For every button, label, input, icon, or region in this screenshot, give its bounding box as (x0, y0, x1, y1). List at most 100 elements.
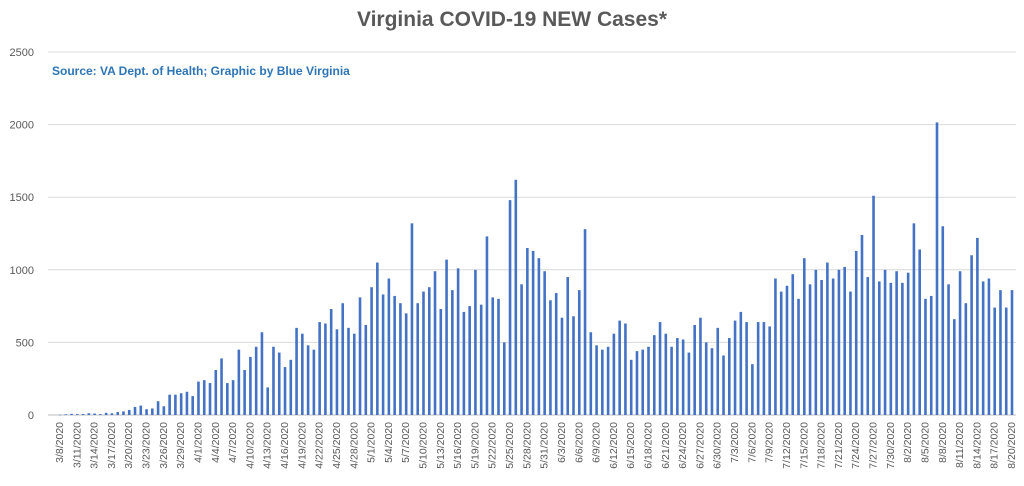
bar (451, 290, 454, 415)
bar (1004, 307, 1008, 415)
x-tick-label: 8/5/2020 (919, 422, 931, 463)
bar (710, 348, 714, 415)
chart-subtitle: Source: VA Dept. of Health; Graphic by B… (52, 64, 350, 78)
x-tick-label: 4/25/2020 (331, 422, 343, 469)
bar (964, 303, 968, 415)
bar (601, 349, 604, 415)
bar (433, 271, 437, 415)
bar (197, 381, 200, 415)
bar (647, 346, 650, 415)
bar (283, 367, 287, 415)
bar (733, 320, 737, 415)
bar (837, 269, 841, 415)
bar (376, 262, 379, 415)
bar (70, 413, 73, 415)
bar (681, 339, 685, 415)
x-tick-label: 7/3/2020 (729, 422, 741, 463)
x-tick-label: 4/1/2020 (192, 422, 204, 463)
bar (751, 364, 754, 415)
bar (577, 290, 581, 415)
x-tick-label: 5/10/2020 (417, 422, 429, 469)
bar (947, 284, 950, 415)
x-tick-label: 6/21/2020 (660, 422, 672, 469)
bar (699, 317, 702, 415)
x-tick-label: 3/20/2020 (123, 422, 135, 469)
bar (64, 414, 68, 415)
bar (722, 355, 725, 415)
bar (912, 223, 916, 415)
x-tick-label: 3/8/2020 (54, 422, 66, 463)
bar (416, 303, 420, 415)
bar (895, 271, 898, 415)
x-tick-label: 5/7/2020 (400, 422, 412, 463)
bar (849, 291, 852, 415)
bar (953, 319, 956, 415)
bar (687, 352, 691, 415)
bar (727, 338, 731, 415)
bar (987, 278, 991, 415)
x-tick-label: 4/10/2020 (244, 422, 256, 469)
x-tick-label: 4/28/2020 (348, 422, 360, 469)
x-tick-label: 5/31/2020 (539, 422, 551, 469)
x-tick-label: 5/16/2020 (452, 422, 464, 469)
bar (878, 281, 881, 415)
bar (422, 291, 425, 415)
bar (739, 311, 743, 415)
bar (612, 333, 616, 415)
bar (583, 229, 587, 415)
x-tick-label: 6/24/2020 (677, 422, 689, 469)
x-tick-label: 3/17/2020 (106, 422, 118, 469)
y-tick-label: 2500 (10, 47, 34, 59)
x-tick-label: 3/14/2020 (89, 422, 101, 469)
bar (122, 411, 125, 415)
x-tick-label: 7/6/2020 (746, 422, 758, 463)
bar (745, 322, 748, 415)
bar (595, 345, 598, 415)
bar (814, 269, 818, 415)
bar (254, 346, 258, 415)
bar (381, 294, 385, 415)
bar (364, 324, 368, 415)
bar (756, 322, 760, 415)
x-axis: 3/8/2020 3/11/2020 3/14/2020 3/17/2020 3/20/… (54, 422, 1018, 469)
bar (474, 269, 477, 415)
bar (393, 295, 396, 415)
bar (802, 258, 806, 415)
bar (168, 394, 171, 415)
bar (237, 349, 241, 415)
bar (387, 278, 391, 415)
bar (618, 320, 621, 415)
x-tick-label: 6/9/2020 (591, 422, 603, 463)
bar (854, 250, 858, 415)
chart-title: Virginia COVID-19 NEW Cases* (356, 8, 668, 31)
bar (676, 338, 679, 415)
bar (883, 269, 887, 415)
x-tick-label: 6/12/2020 (608, 422, 620, 469)
bar (935, 122, 939, 416)
bar (127, 409, 131, 415)
bar (993, 307, 996, 415)
bar (526, 248, 529, 415)
x-tick-label: 8/17/2020 (989, 422, 1001, 469)
y-tick-label: 0 (28, 410, 34, 422)
bar (779, 291, 783, 415)
bar (826, 262, 829, 415)
bar (762, 322, 766, 415)
bar (410, 223, 414, 415)
bar (272, 346, 275, 415)
bar (295, 327, 298, 415)
x-tick-label: 3/11/2020 (71, 422, 83, 468)
x-tick-label: 6/6/2020 (573, 422, 585, 463)
bar (214, 369, 218, 415)
x-tick-label: 4/4/2020 (210, 422, 222, 463)
bar (133, 407, 137, 415)
bar (266, 387, 270, 415)
bar (531, 250, 535, 415)
x-tick-label: 3/23/2020 (141, 422, 153, 469)
bar (537, 258, 541, 415)
x-tick-label: 4/22/2020 (314, 422, 326, 469)
bar (970, 255, 973, 415)
bar (485, 236, 489, 415)
bar (93, 413, 96, 415)
bar (220, 358, 223, 415)
